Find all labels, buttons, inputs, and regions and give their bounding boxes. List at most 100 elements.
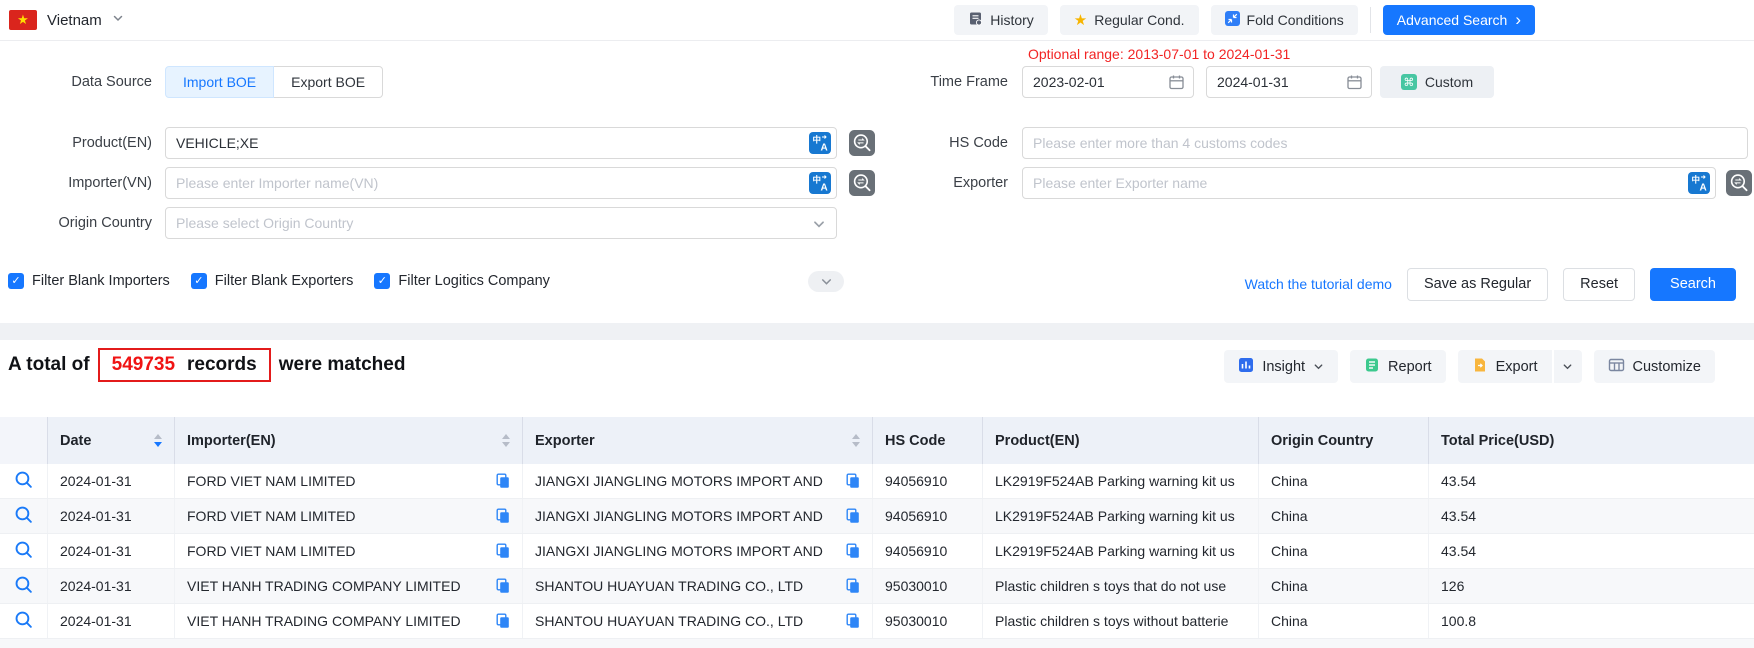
checkbox-checked-icon[interactable]: ✓ <box>8 273 24 289</box>
cell-product: LK2919F524AB Parking warning kit us <box>983 464 1259 498</box>
copy-icon[interactable] <box>496 613 510 629</box>
origin-country-select[interactable] <box>165 207 837 239</box>
command-icon: ⌘ <box>1400 74 1417 90</box>
calendar-icon[interactable] <box>1346 74 1363 96</box>
insight-icon <box>1238 357 1254 377</box>
row-detail-magnifier-icon[interactable] <box>14 610 33 632</box>
row-detail-magnifier-icon[interactable] <box>14 540 33 562</box>
header-product: Product(EN) <box>983 417 1259 464</box>
svg-text:中: 中 <box>813 135 822 145</box>
filter-logitics-company[interactable]: ✓ Filter Logitics Company <box>374 273 550 289</box>
checkbox-checked-icon[interactable]: ✓ <box>374 273 391 289</box>
cell-origin-country: China <box>1259 569 1429 603</box>
importer-label: Importer(VN) <box>68 175 152 191</box>
history-button[interactable]: History <box>954 5 1048 35</box>
cell-importer: FORD VIET NAM LIMITED <box>175 464 523 498</box>
calendar-icon[interactable] <box>1168 74 1185 96</box>
copy-icon[interactable] <box>496 543 510 559</box>
customize-label: Customize <box>1632 358 1702 375</box>
search-button[interactable]: Search <box>1650 267 1736 301</box>
filter-blank-importers[interactable]: ✓ Filter Blank Importers <box>8 273 170 289</box>
cell-product: Plastic children s toys that do not use <box>983 569 1259 603</box>
filter-blank-exporters[interactable]: ✓ Filter Blank Exporters <box>190 273 353 289</box>
importer-input[interactable] <box>166 168 836 198</box>
export-dropdown-button[interactable] <box>1553 350 1582 383</box>
save-as-regular-button[interactable]: Save as Regular <box>1406 267 1549 301</box>
chevron-down-icon[interactable] <box>112 11 124 29</box>
date-from-field <box>1022 66 1194 98</box>
report-icon <box>1364 357 1380 377</box>
copy-icon[interactable] <box>846 613 860 629</box>
results-toolbar: Insight Report Export Customize <box>1224 350 1715 383</box>
cell-origin-country: China <box>1259 499 1429 533</box>
fuzzy-search-icon[interactable] <box>849 170 875 196</box>
copy-icon[interactable] <box>846 543 860 559</box>
date-to-input[interactable] <box>1207 67 1371 97</box>
exporter-input[interactable] <box>1023 168 1715 198</box>
chevron-down-icon[interactable] <box>812 217 826 236</box>
svg-text:A: A <box>821 183 828 194</box>
copy-icon[interactable] <box>496 508 510 524</box>
copy-icon[interactable] <box>846 578 860 594</box>
table-row: 2024-01-31 FORD VIET NAM LIMITED JIANGXI… <box>0 464 1754 499</box>
tutorial-demo-link[interactable]: Watch the tutorial demo <box>1244 276 1392 292</box>
insight-button[interactable]: Insight <box>1224 350 1339 383</box>
filter-label: Filter Logitics Company <box>398 273 550 289</box>
divider <box>1369 7 1371 33</box>
chevron-right-icon: › <box>1515 9 1521 29</box>
fuzzy-search-icon[interactable] <box>1726 170 1752 196</box>
custom-label: Custom <box>1424 74 1474 90</box>
fuzzy-search-icon[interactable] <box>849 130 875 156</box>
sort-control-importer[interactable] <box>492 434 510 447</box>
collapse-conditions-button[interactable] <box>808 271 844 292</box>
optional-range-text: Optional range: 2013-07-01 to 2024-01-31 <box>1028 46 1291 62</box>
records-word: records <box>187 354 257 375</box>
check-icon: ✓ <box>194 274 204 287</box>
checkbox-checked-icon[interactable]: ✓ <box>190 273 207 289</box>
row-detail-magnifier-icon[interactable] <box>14 575 33 597</box>
export-button[interactable]: Export <box>1457 350 1552 383</box>
country-selector[interactable]: Vietnam <box>47 11 102 29</box>
copy-icon[interactable] <box>496 473 510 489</box>
check-icon: ✓ <box>377 274 388 287</box>
copy-icon[interactable] <box>846 508 860 524</box>
time-frame-label: Time Frame <box>930 74 1008 90</box>
row-detail-magnifier-icon[interactable] <box>14 505 33 527</box>
hs-code-field <box>1022 127 1748 159</box>
cell-origin-country: China <box>1259 534 1429 568</box>
cell-date: 2024-01-31 <box>48 604 175 638</box>
table-row: 2024-01-31 VIET HANH TRADING COMPANY LIM… <box>0 569 1754 604</box>
vietnam-flag-icon: ★ <box>9 10 37 30</box>
cell-hs-code: 95030010 <box>873 569 983 603</box>
cell-exporter: SHANTOU HUAYUAN TRADING CO., LTD <box>523 569 873 603</box>
copy-icon[interactable] <box>496 578 510 594</box>
regular-cond-button[interactable]: ★ Regular Cond. <box>1059 5 1199 35</box>
row-detail-magnifier-icon[interactable] <box>14 470 33 492</box>
tab-export-boe[interactable]: Export BOE <box>274 66 384 98</box>
custom-range-button[interactable]: ⌘ Custom <box>1380 66 1494 98</box>
check-icon: ✓ <box>11 274 21 287</box>
header-importer: Importer(EN) <box>175 417 523 464</box>
hs-code-input[interactable] <box>1023 128 1747 158</box>
copy-icon[interactable] <box>846 473 860 489</box>
customize-button[interactable]: Customize <box>1593 350 1715 383</box>
report-button[interactable]: Report <box>1350 350 1446 383</box>
date-from-input[interactable] <box>1023 67 1193 97</box>
sort-control-exporter[interactable] <box>842 434 860 447</box>
hs-code-label: HS Code <box>949 135 1008 151</box>
cell-total-price: 100.8 <box>1441 613 1477 629</box>
table-body: 2024-01-31 FORD VIET NAM LIMITED JIANGXI… <box>0 464 1754 639</box>
tab-import-boe[interactable]: Import BOE <box>165 66 275 98</box>
reset-button[interactable]: Reset <box>1563 267 1636 301</box>
advanced-search-button[interactable]: Advanced Search › <box>1382 5 1535 35</box>
fold-conditions-button[interactable]: Fold Conditions <box>1210 5 1358 35</box>
origin-country-input[interactable] <box>166 208 836 238</box>
sort-control-date[interactable] <box>144 434 162 447</box>
product-input[interactable] <box>166 128 836 158</box>
cell-total-price: 43.54 <box>1441 473 1477 489</box>
table-row: 2024-01-31 FORD VIET NAM LIMITED JIANGXI… <box>0 499 1754 534</box>
header-total-price: Total Price(USD) <box>1441 432 1555 449</box>
